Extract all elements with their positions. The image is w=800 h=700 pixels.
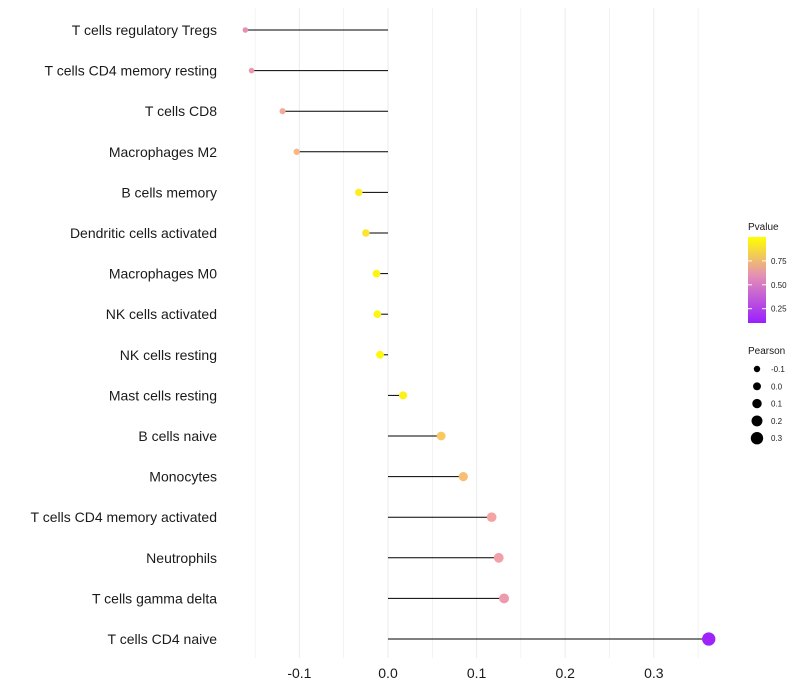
x-tick-label: 0.1	[467, 665, 487, 681]
data-point	[398, 391, 408, 400]
size-legend-label: -0.1	[771, 365, 785, 374]
data-point	[373, 310, 382, 319]
data-point	[355, 188, 363, 197]
y-axis-label: Dendritic cells activated	[70, 225, 217, 241]
pearson-legend: Pearson -0.1 0.0 0.1 0.2 0.3	[748, 346, 785, 445]
data-point	[493, 552, 504, 563]
data-point	[702, 632, 716, 646]
pvalue-legend-title: Pvalue	[748, 222, 779, 233]
y-axis-label: B cells memory	[121, 184, 217, 200]
y-axis-label: Mast cells resting	[109, 387, 217, 403]
y-axis-label: NK cells resting	[120, 347, 217, 363]
size-legend-label: 0.0	[771, 382, 783, 391]
pvalue-legend: Pvalue 0.25 0.50 0.75	[748, 222, 787, 323]
size-legend-dot	[750, 432, 764, 445]
size-legend-label: 0.2	[771, 417, 783, 426]
data-point	[242, 27, 249, 33]
data-point	[293, 148, 300, 155]
y-axis-label: Monocytes	[149, 469, 217, 485]
data-point	[372, 269, 381, 278]
pvalue-colorbar	[748, 237, 766, 323]
y-axis-label: T cells regulatory Tregs	[72, 22, 217, 38]
data-point	[486, 512, 497, 523]
size-legend-label: 0.1	[771, 400, 783, 409]
colorbar-tick-label: 0.50	[771, 281, 787, 290]
size-legend-dot	[752, 398, 762, 409]
stems	[245, 29, 709, 640]
grid-lines	[254, 8, 699, 658]
x-tick-label: -0.1	[287, 665, 311, 681]
size-legend-dot	[753, 365, 761, 373]
colorbar-tick-label: 0.75	[771, 257, 787, 266]
x-axis-tick-labels: -0.1 0.0 0.1 0.2 0.3	[287, 665, 663, 681]
data-point	[279, 108, 286, 115]
x-tick-label: 0.0	[378, 665, 398, 681]
y-axis-label: T cells CD8	[145, 103, 217, 119]
y-axis-label: B cells naive	[138, 428, 217, 444]
data-point	[499, 593, 509, 604]
y-axis-label: Macrophages M0	[109, 266, 217, 282]
data-point	[248, 67, 255, 74]
size-legend-dot	[753, 382, 761, 391]
y-axis-labels: T cells regulatory Tregs T cells CD4 memo…	[31, 22, 218, 647]
y-axis-label: T cells CD4 naive	[108, 631, 218, 647]
size-legend-label: 0.3	[771, 434, 783, 443]
colorbar-tick-label: 0.25	[771, 305, 787, 314]
y-axis-label: T cells gamma delta	[92, 590, 217, 606]
pearson-legend-title: Pearson	[748, 346, 785, 357]
data-point	[458, 472, 468, 482]
data-point	[436, 431, 446, 441]
data-point	[362, 229, 370, 237]
size-legend-dot	[751, 415, 763, 427]
y-axis-label: Neutrophils	[146, 550, 217, 566]
points	[242, 27, 716, 646]
y-axis-label: NK cells activated	[106, 306, 217, 322]
x-tick-label: 0.3	[644, 665, 664, 681]
y-axis-label: T cells CD4 memory activated	[31, 509, 217, 525]
data-point	[376, 350, 384, 359]
y-axis-label: T cells CD4 memory resting	[45, 63, 217, 79]
y-axis-label: Macrophages M2	[109, 144, 217, 160]
x-tick-label: 0.2	[555, 665, 575, 681]
